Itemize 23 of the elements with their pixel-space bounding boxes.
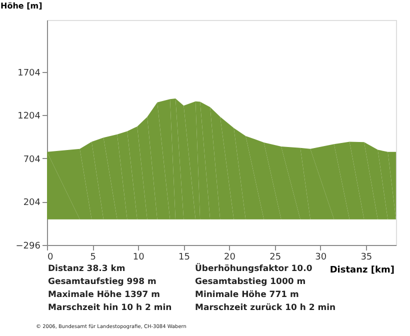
text: Maximale Höhe 1397 m bbox=[48, 290, 160, 300]
y-tick-label: −296 bbox=[16, 242, 41, 252]
x-tick-label: 35 bbox=[360, 252, 372, 262]
text: Marschzeit hin 10 h 2 min bbox=[48, 303, 172, 313]
text: Distanz 38.3 km bbox=[48, 264, 126, 274]
x-tick-label: 25 bbox=[270, 252, 282, 262]
x-tick-label: 15 bbox=[178, 252, 190, 262]
x-tick-label: 5 bbox=[90, 252, 96, 262]
text: Überhöhungsfaktor 10.0 bbox=[195, 263, 312, 274]
text: Marschzeit zurück 10 h 2 min bbox=[195, 303, 336, 313]
text: Minimale Höhe 771 m bbox=[195, 290, 299, 300]
x-tick-label: 30 bbox=[315, 252, 327, 262]
x-tick-label: 0 bbox=[48, 252, 54, 262]
y-tick-label: 1204 bbox=[18, 112, 41, 122]
x-tick-label: 20 bbox=[224, 252, 236, 262]
y-axis-title: Höhe [m] bbox=[0, 2, 42, 10]
x-tick-label: 10 bbox=[132, 252, 145, 262]
y-tick-label: 1704 bbox=[18, 68, 41, 78]
text: Gesamtaufstieg 998 m bbox=[48, 277, 156, 287]
x-axis-title: Distanz [km] bbox=[330, 266, 394, 276]
text: Gesamtabstieg 1000 m bbox=[195, 277, 306, 287]
y-tick-label: 204 bbox=[23, 198, 41, 208]
y-tick-label: 704 bbox=[23, 154, 41, 165]
